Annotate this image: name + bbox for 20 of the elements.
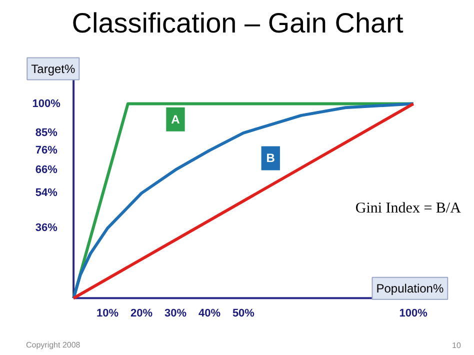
chart-title: Classification – Gain Chart [72,8,404,38]
text: Copyright 2008 [26,340,81,350]
annotation: B [266,151,276,166]
y-tick-label: 66% [35,164,58,176]
annotation: Gini Index = B/A [355,200,462,217]
x-tick-label: 40% [198,308,221,320]
x-tick-label: 30% [164,308,187,320]
y-axis-title: Target% [31,62,76,76]
x-tick-label: 50% [232,308,255,320]
annotation: A [171,112,180,126]
text: 10 [452,340,462,350]
y-tick-label: 85% [35,126,58,139]
y-tick-label: 54% [35,187,58,200]
x-tick-label: 100% [399,308,428,320]
y-tick-label: 100% [32,98,61,110]
x-tick-label: 20% [130,308,153,320]
y-tick-label: 36% [35,222,58,234]
y-tick-label: 76% [35,144,58,156]
x-axis-title: Population% [376,281,444,296]
x-tick-label: 10% [96,308,119,320]
